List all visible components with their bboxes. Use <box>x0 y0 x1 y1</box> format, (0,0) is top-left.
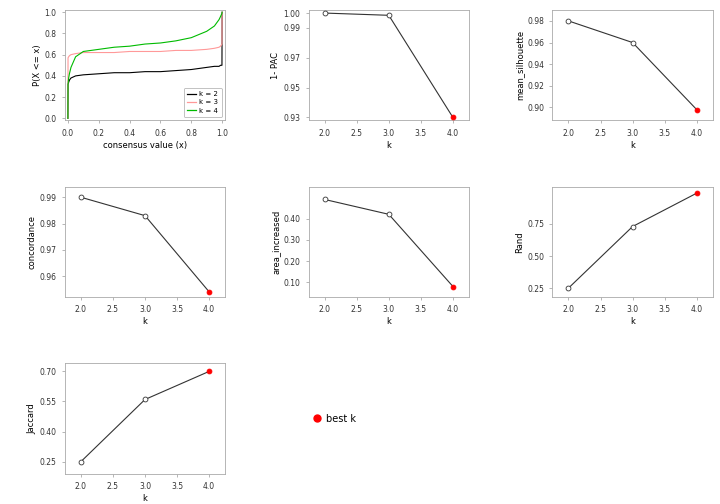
X-axis label: k: k <box>630 317 635 326</box>
X-axis label: k: k <box>143 317 148 326</box>
X-axis label: k: k <box>387 317 391 326</box>
Y-axis label: Jaccard: Jaccard <box>27 403 37 434</box>
X-axis label: k: k <box>630 141 635 150</box>
X-axis label: consensus value (x): consensus value (x) <box>103 141 187 150</box>
Y-axis label: P(X <= x): P(X <= x) <box>32 44 42 86</box>
Legend: best k: best k <box>313 414 356 423</box>
Y-axis label: concordance: concordance <box>27 215 37 269</box>
Y-axis label: area_increased: area_increased <box>271 210 281 274</box>
Y-axis label: Rand: Rand <box>516 231 524 253</box>
X-axis label: k: k <box>143 494 148 503</box>
Y-axis label: 1- PAC: 1- PAC <box>271 52 281 79</box>
Legend: k = 2, k = 3, k = 4: k = 2, k = 3, k = 4 <box>184 88 222 117</box>
Y-axis label: mean_silhouette: mean_silhouette <box>516 30 524 100</box>
X-axis label: k: k <box>387 141 391 150</box>
